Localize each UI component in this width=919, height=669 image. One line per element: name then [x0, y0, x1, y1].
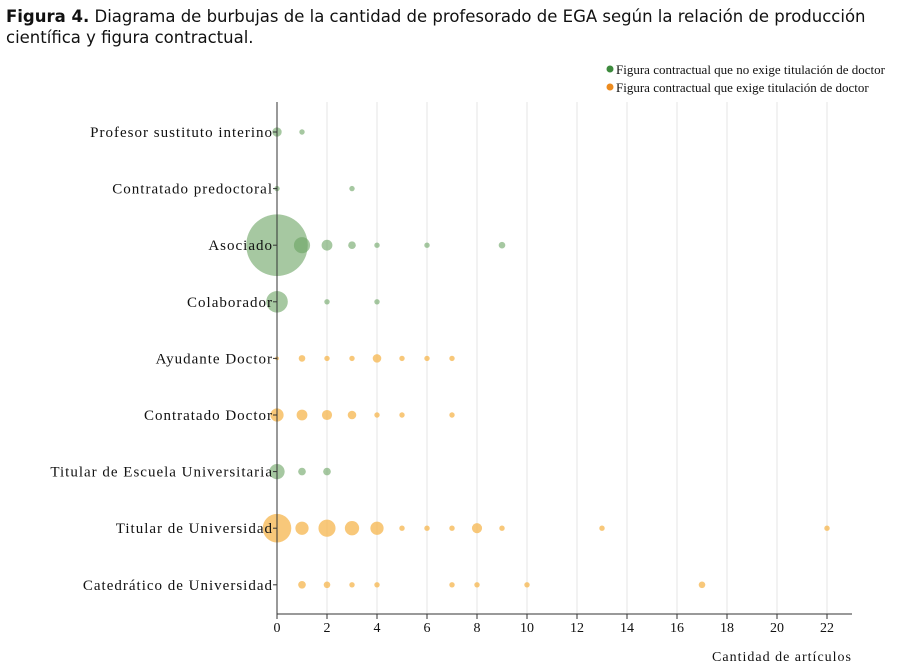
bubble-no-doctor: [298, 467, 306, 476]
bubble-doctor: [344, 521, 360, 536]
bubble-doctor: [524, 582, 530, 588]
x-axis-title: Cantidad de artículos: [712, 650, 852, 665]
legend-label-doctor: Figura contractual que exige titulación …: [616, 80, 869, 95]
bubble-doctor: [399, 355, 405, 362]
bubble-doctor: [449, 355, 455, 362]
bubble-no-doctor: [324, 299, 330, 305]
category-label: Titular de Universidad: [116, 521, 273, 537]
bubble-doctor: [824, 525, 830, 531]
bubble-doctor: [324, 355, 330, 362]
bubble-doctor: [474, 582, 480, 588]
bubble-doctor: [399, 412, 405, 418]
bubble-doctor: [424, 355, 430, 362]
legend-label-no-doctor: Figura contractual que no exige titulaci…: [616, 62, 886, 77]
bubble-doctor: [424, 525, 430, 531]
x-tick-label: 0: [274, 621, 281, 636]
bubble-doctor: [449, 582, 455, 588]
bubble-doctor: [599, 525, 605, 531]
bubble-doctor: [449, 412, 455, 418]
x-tick-label: 12: [570, 621, 584, 636]
category-label: Profesor sustituto interino: [90, 125, 273, 141]
x-tick-label: 20: [770, 621, 784, 636]
bubble-doctor: [372, 354, 382, 363]
bubble-doctor: [698, 581, 706, 589]
legend-marker-doctor: [606, 83, 614, 91]
category-label: Contratado Doctor: [144, 408, 273, 424]
bubble-no-doctor: [349, 185, 355, 192]
x-tick-label: 18: [720, 621, 734, 636]
bubble-doctor: [471, 523, 483, 534]
category-label: Titular de Escuela Universitaria: [50, 465, 273, 481]
x-tick-label: 4: [374, 621, 381, 636]
bubble-no-doctor: [293, 237, 311, 254]
bubble-no-doctor: [374, 242, 380, 248]
bubbles: [246, 127, 830, 589]
legend-marker-no-doctor: [606, 65, 614, 73]
x-tick-label: 14: [620, 621, 634, 636]
axes: Profesor sustituto interino Contratado pr…: [50, 102, 852, 665]
bubble-doctor: [318, 519, 336, 537]
bubble-no-doctor: [424, 242, 430, 248]
bubble-doctor: [295, 521, 309, 535]
figure-caption: Figura 4. Diagrama de burbujas de la can…: [6, 6, 916, 48]
category-label: Asociado: [208, 238, 273, 254]
bubble-doctor: [347, 410, 357, 420]
bubble-no-doctor: [498, 241, 506, 249]
x-tick-label: 16: [670, 621, 684, 636]
bubble-doctor: [349, 582, 355, 588]
category-label: Colaborador: [187, 295, 273, 311]
bubble-doctor: [298, 580, 306, 589]
bubble-doctor: [499, 525, 505, 531]
bubble-no-doctor: [323, 467, 331, 476]
bubble-doctor: [399, 525, 405, 531]
x-tick-label: 2: [324, 621, 331, 636]
bubble-doctor: [374, 412, 380, 418]
bubble-doctor: [370, 521, 384, 535]
bubble-doctor: [349, 355, 355, 362]
bubble-no-doctor: [374, 299, 380, 305]
category-label: Contratado predoctoral: [112, 182, 273, 198]
bubble-no-doctor: [321, 239, 333, 251]
x-tick-label: 22: [820, 621, 834, 636]
bubble-doctor: [296, 409, 308, 421]
bubble-doctor: [449, 525, 455, 531]
bubble-doctor: [321, 409, 333, 421]
bubble-doctor: [374, 582, 380, 588]
figure-label: Figura 4.: [6, 7, 90, 26]
legend: Figura contractual que no exige titulaci…: [606, 62, 886, 95]
bubble-doctor: [298, 355, 306, 362]
x-tick-label: 6: [424, 621, 431, 636]
bubble-no-doctor: [348, 241, 356, 250]
category-label: Ayudante Doctor: [156, 351, 273, 367]
bubble-no-doctor: [299, 129, 305, 135]
x-tick-label: 8: [474, 621, 481, 636]
x-tick-label: 10: [520, 621, 534, 636]
category-label: Catedrático de Universidad: [83, 578, 273, 594]
figure-caption-text: Diagrama de burbujas de la cantidad de p…: [6, 7, 866, 47]
bubble-doctor: [323, 581, 331, 589]
